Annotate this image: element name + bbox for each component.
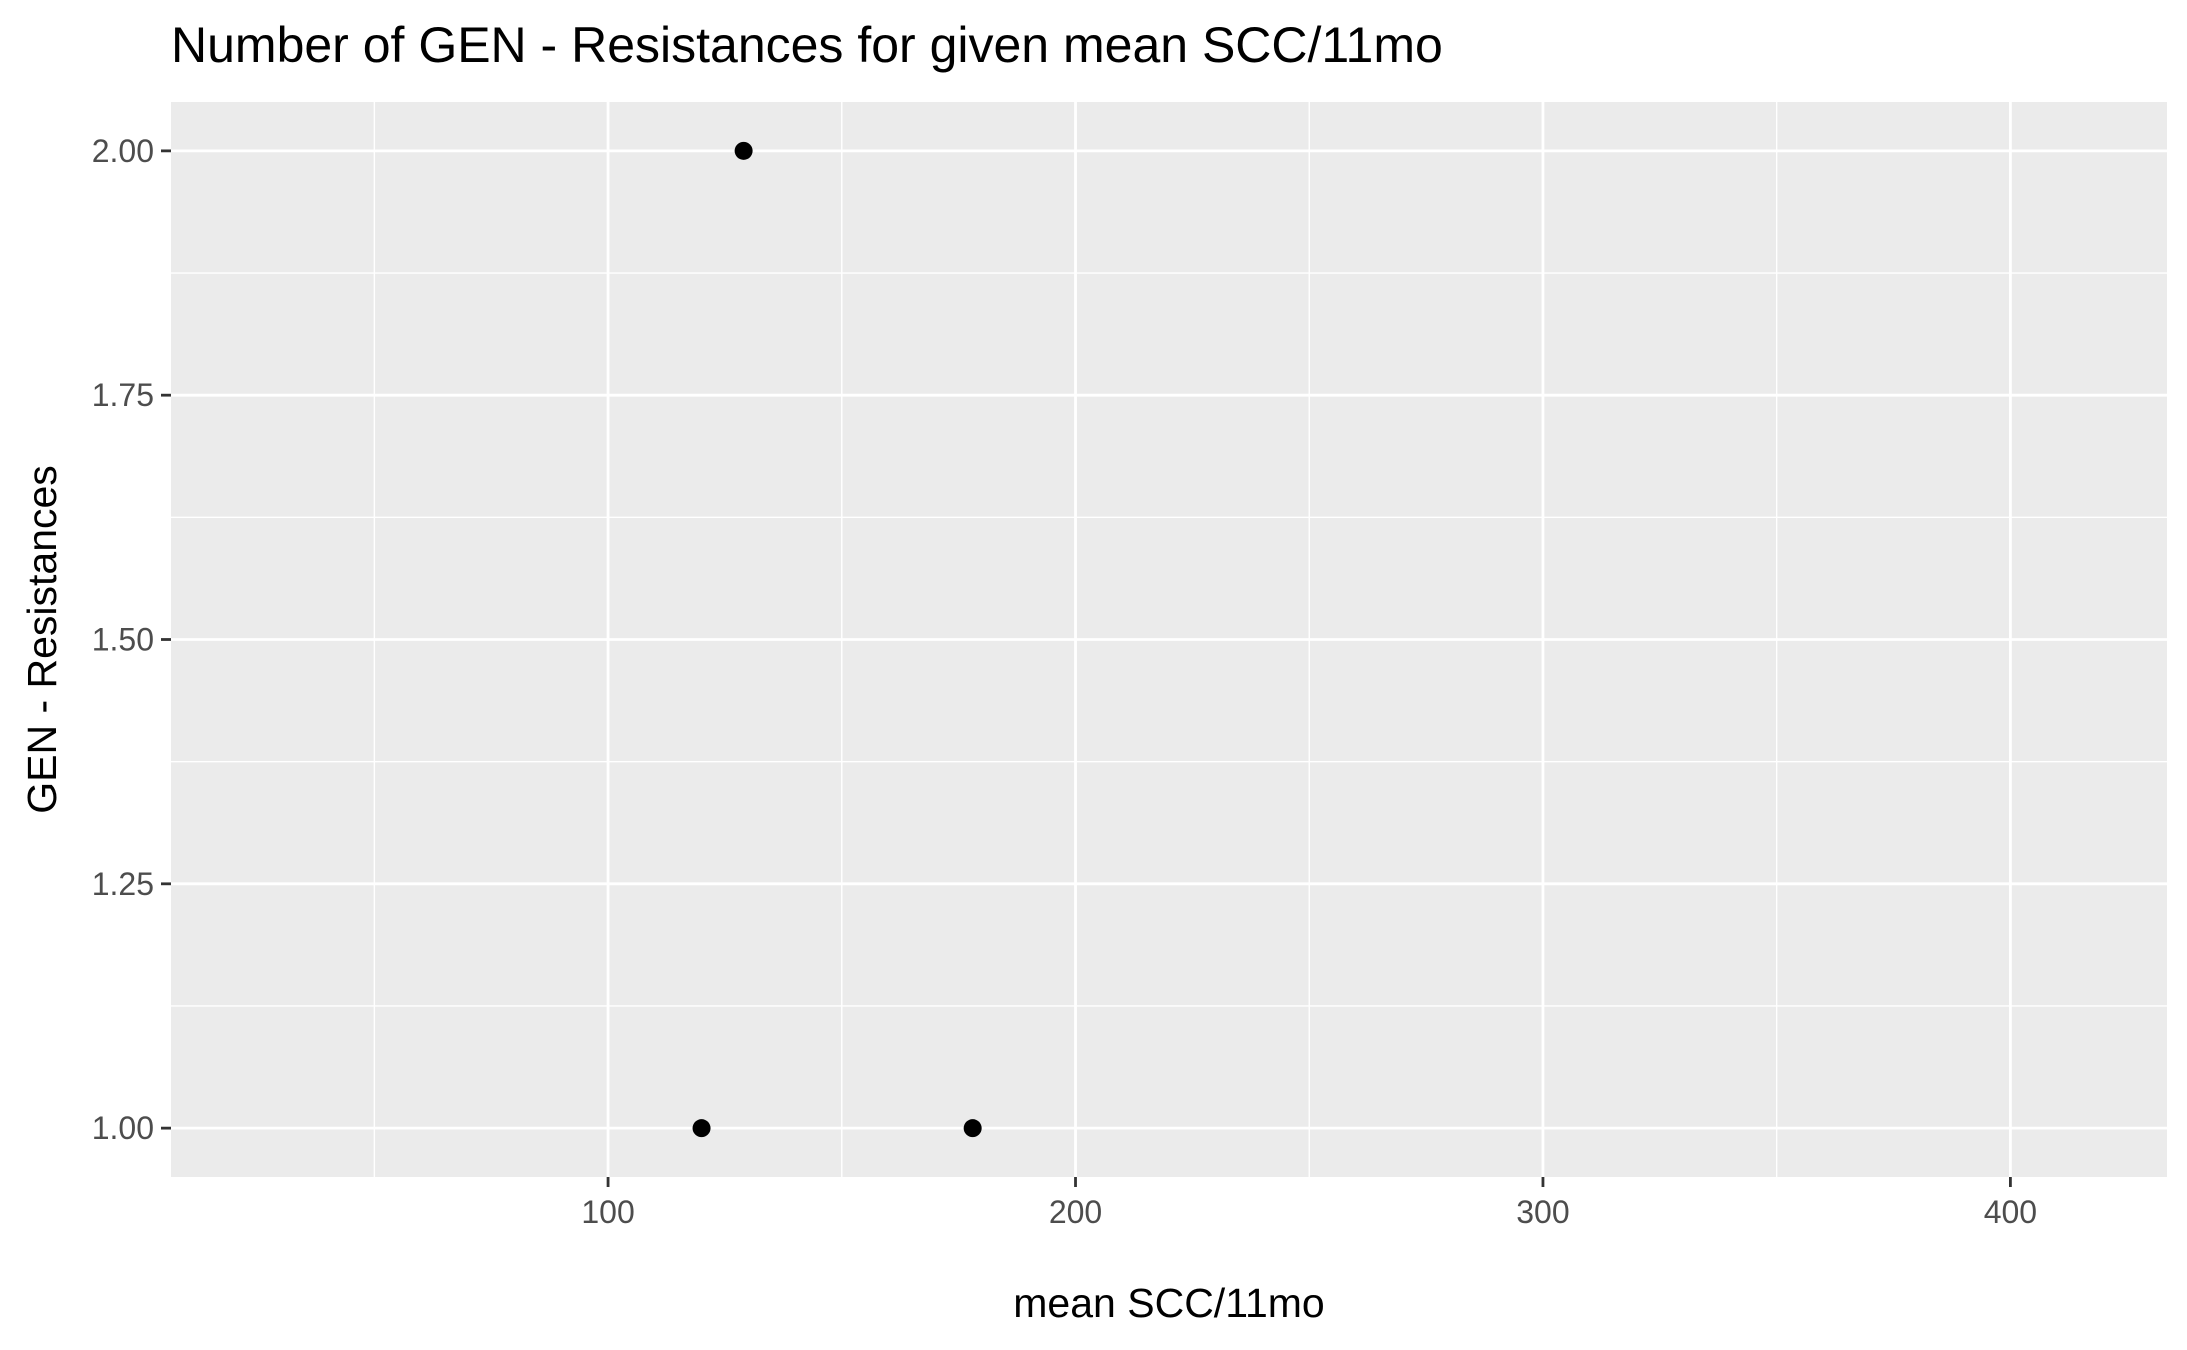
x-tick-label: 100 (581, 1194, 634, 1230)
x-tick-label: 200 (1049, 1194, 1102, 1230)
data-points (692, 141, 982, 1138)
data-point (692, 1119, 711, 1138)
x-tick-label: 300 (1516, 1194, 1569, 1230)
y-tick-label: 1.75 (92, 377, 154, 413)
y-tick-label: 1.50 (92, 622, 154, 658)
x-axis: 100 200 300 400 (581, 1177, 2037, 1230)
y-tick-label: 1.25 (92, 866, 154, 902)
y-axis: 1.00 1.25 1.50 1.75 2.00 (92, 133, 171, 1146)
y-tick-label: 2.00 (92, 133, 154, 169)
y-axis-title: GEN - Resistances (19, 465, 65, 814)
x-tick-label: 400 (1984, 1194, 2037, 1230)
data-point (734, 141, 753, 160)
data-point (963, 1119, 982, 1138)
chart-title: Number of GEN - Resistances for given me… (171, 17, 1443, 73)
y-tick-label: 1.00 (92, 1110, 154, 1146)
major-gridlines (171, 102, 2167, 1177)
x-axis-title: mean SCC/11mo (1013, 1280, 1324, 1326)
